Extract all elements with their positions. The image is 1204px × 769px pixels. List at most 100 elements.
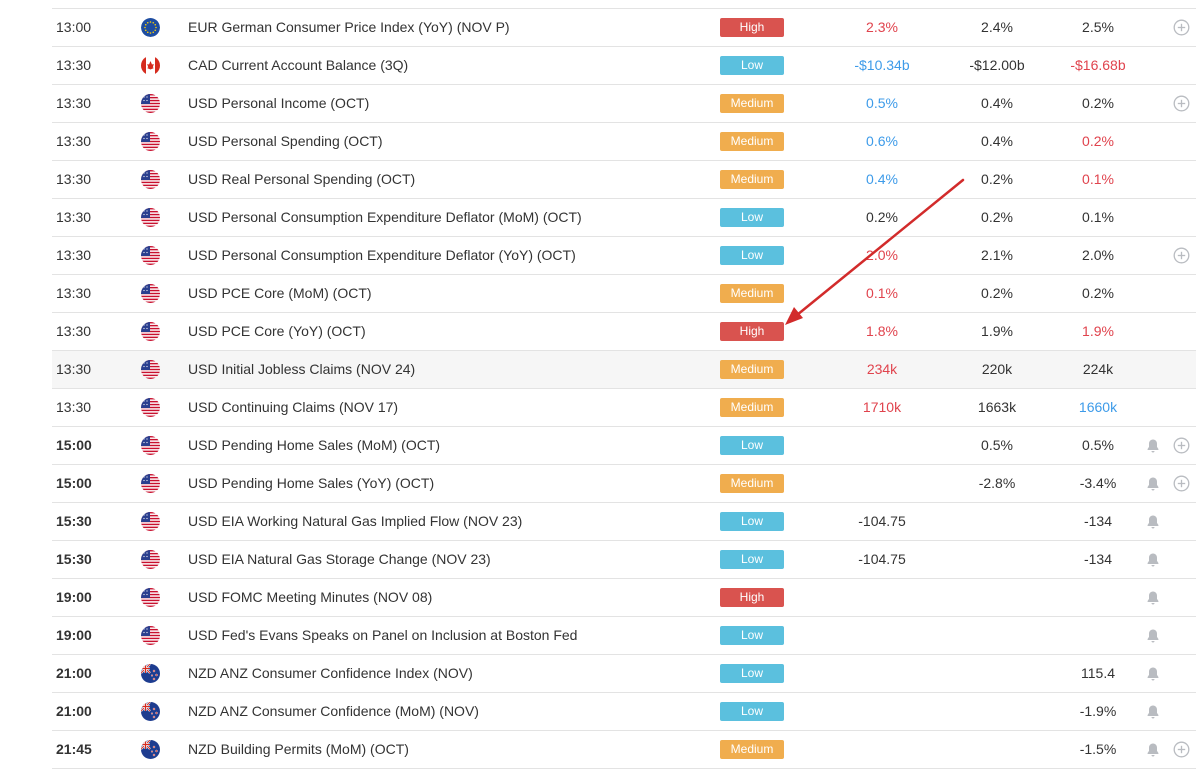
forecast-value: 1.9% (981, 323, 1013, 339)
previous-value: -134 (1083, 513, 1113, 529)
bell-icon[interactable] (1145, 742, 1161, 758)
impact-badge: Low (720, 512, 784, 531)
table-row[interactable]: 13:30 USD Real Personal Spending (OCT) Med… (52, 161, 1196, 199)
us-flag-icon (141, 322, 160, 341)
actual-value (832, 465, 932, 502)
us-flag-icon (141, 132, 160, 151)
expand-plus-icon[interactable] (1173, 437, 1190, 454)
table-row[interactable]: 13:30 USD PCE Core (YoY) (OCT) High 1.8% 1.9… (52, 313, 1196, 351)
event-name[interactable]: USD Continuing Claims (NOV 17) (188, 399, 399, 415)
impact-badge: Medium (720, 170, 784, 189)
table-row[interactable]: 13:30 USD Personal Income (OCT) Medium 0.5%… (52, 85, 1196, 123)
actual-value (832, 427, 932, 464)
previous-value: 0.1% (1082, 209, 1114, 225)
us-flag-icon (141, 626, 160, 645)
impact-badge: Medium (720, 740, 784, 759)
impact-badge: Medium (720, 132, 784, 151)
event-name[interactable]: USD Pending Home Sales (MoM) (OCT) (188, 437, 441, 453)
event-name[interactable]: USD EIA Natural Gas Storage Change (NOV … (188, 551, 491, 567)
actual-value (832, 655, 932, 692)
us-flag-icon (141, 284, 160, 303)
forecast-value (947, 731, 1047, 768)
table-row[interactable]: 13:30 USD Personal Consumption Expenditur… (52, 199, 1196, 237)
table-row[interactable]: 21:00 NZD ANZ Consumer Confidence Index (… (52, 655, 1196, 693)
forecast-value: 0.2% (981, 285, 1013, 301)
event-name[interactable]: USD Real Personal Spending (OCT) (188, 171, 416, 187)
bell-icon[interactable] (1145, 704, 1161, 720)
event-time: 15:00 (56, 437, 92, 453)
bell-icon[interactable] (1145, 552, 1161, 568)
forecast-value (947, 579, 1047, 616)
bell-icon[interactable] (1145, 514, 1161, 530)
table-row[interactable]: 13:30 USD Personal Consumption Expenditur… (52, 237, 1196, 275)
previous-value: -$16.68b (1070, 57, 1126, 73)
event-name[interactable]: USD Personal Income (OCT) (188, 95, 370, 111)
expand-plus-icon[interactable] (1173, 247, 1190, 264)
actual-value: 0.6% (866, 133, 898, 149)
expand-plus-icon[interactable] (1173, 95, 1190, 112)
event-name[interactable]: USD Personal Spending (OCT) (188, 133, 383, 149)
table-row[interactable]: 15:00 USD Pending Home Sales (MoM) (OCT) L… (52, 427, 1196, 465)
forecast-value: 0.2% (981, 171, 1013, 187)
event-name[interactable]: USD FOMC Meeting Minutes (NOV 08) (188, 589, 433, 605)
event-name[interactable]: USD Personal Consumption Expenditure Def… (188, 247, 576, 263)
table-row[interactable]: 15:00 USD Pending Home Sales (YoY) (OCT) M… (52, 465, 1196, 503)
impact-badge: Medium (720, 474, 784, 493)
event-name[interactable]: USD PCE Core (YoY) (OCT) (188, 323, 366, 339)
previous-value: 0.2% (1082, 285, 1114, 301)
table-row[interactable]: 15:30 USD EIA Working Natural Gas Implied… (52, 503, 1196, 541)
forecast-value (947, 693, 1047, 730)
new-zealand-flag-icon (141, 664, 160, 683)
us-flag-icon (141, 550, 160, 569)
event-time: 13:30 (56, 285, 92, 301)
impact-badge: High (720, 322, 784, 341)
table-row[interactable]: 21:00 NZD ANZ Consumer Confidence (MoM) (… (52, 693, 1196, 731)
previous-value (1048, 579, 1148, 616)
bell-icon[interactable] (1145, 438, 1161, 454)
event-name[interactable]: USD EIA Working Natural Gas Implied Flow… (188, 513, 523, 529)
expand-plus-icon[interactable] (1173, 741, 1190, 758)
event-name[interactable]: USD Initial Jobless Claims (NOV 24) (188, 361, 416, 377)
table-row[interactable]: 19:00 USD FOMC Meeting Minutes (NOV 08) Hi… (52, 579, 1196, 617)
table-row[interactable]: 13:00 EUR German Consumer Price Index (Yo… (52, 9, 1196, 47)
previous-value: -1.5% (1079, 741, 1117, 757)
us-flag-icon (141, 360, 160, 379)
bell-icon[interactable] (1145, 476, 1161, 492)
eu-flag-icon (141, 18, 160, 37)
impact-badge: Medium (720, 94, 784, 113)
event-name[interactable]: CAD Current Account Balance (3Q) (188, 57, 409, 73)
event-time: 13:30 (56, 171, 92, 187)
bell-icon[interactable] (1145, 590, 1161, 606)
event-name[interactable]: USD Pending Home Sales (YoY) (OCT) (188, 475, 435, 491)
bell-icon[interactable] (1145, 666, 1161, 682)
table-row[interactable]: 13:30 USD Initial Jobless Claims (NOV 24)… (52, 351, 1196, 389)
actual-value: -104.75 (858, 551, 906, 567)
expand-plus-icon[interactable] (1173, 475, 1190, 492)
expand-plus-icon[interactable] (1173, 19, 1190, 36)
impact-badge: Medium (720, 398, 784, 417)
economic-calendar-table: 13:00 EUR German Consumer Price Index (Yo… (52, 8, 1196, 769)
event-time: 13:30 (56, 323, 92, 339)
event-time: 15:30 (56, 551, 92, 567)
impact-badge: Low (720, 702, 784, 721)
event-time: 15:00 (56, 475, 92, 491)
event-name[interactable]: USD PCE Core (MoM) (OCT) (188, 285, 372, 301)
event-name[interactable]: NZD ANZ Consumer Confidence (MoM) (NOV) (188, 703, 479, 719)
event-name[interactable]: USD Fed's Evans Speaks on Panel on Inclu… (188, 627, 578, 643)
table-row[interactable]: 15:30 USD EIA Natural Gas Storage Change … (52, 541, 1196, 579)
table-row[interactable]: 13:30 USD Continuing Claims (NOV 17) Mediu… (52, 389, 1196, 427)
event-name[interactable]: NZD ANZ Consumer Confidence Index (NOV) (188, 665, 473, 681)
forecast-value: 2.1% (981, 247, 1013, 263)
table-row[interactable]: 13:30 USD PCE Core (MoM) (OCT) Medium 0.1% 0… (52, 275, 1196, 313)
actual-value (832, 731, 932, 768)
table-row[interactable]: 21:45 NZD Building Permits (MoM) (OCT) Med… (52, 731, 1196, 769)
event-time: 13:30 (56, 57, 92, 73)
table-row[interactable]: 13:30 CAD Current Account Balance (3Q) Low… (52, 47, 1196, 85)
event-time: 19:00 (56, 589, 92, 605)
table-row[interactable]: 13:30 USD Personal Spending (OCT) Medium 0.… (52, 123, 1196, 161)
event-name[interactable]: EUR German Consumer Price Index (YoY) (N… (188, 19, 510, 35)
bell-icon[interactable] (1145, 628, 1161, 644)
event-name[interactable]: NZD Building Permits (MoM) (OCT) (188, 741, 409, 757)
event-name[interactable]: USD Personal Consumption Expenditure Def… (188, 209, 582, 225)
table-row[interactable]: 19:00 USD Fed's Evans Speaks on Panel on … (52, 617, 1196, 655)
